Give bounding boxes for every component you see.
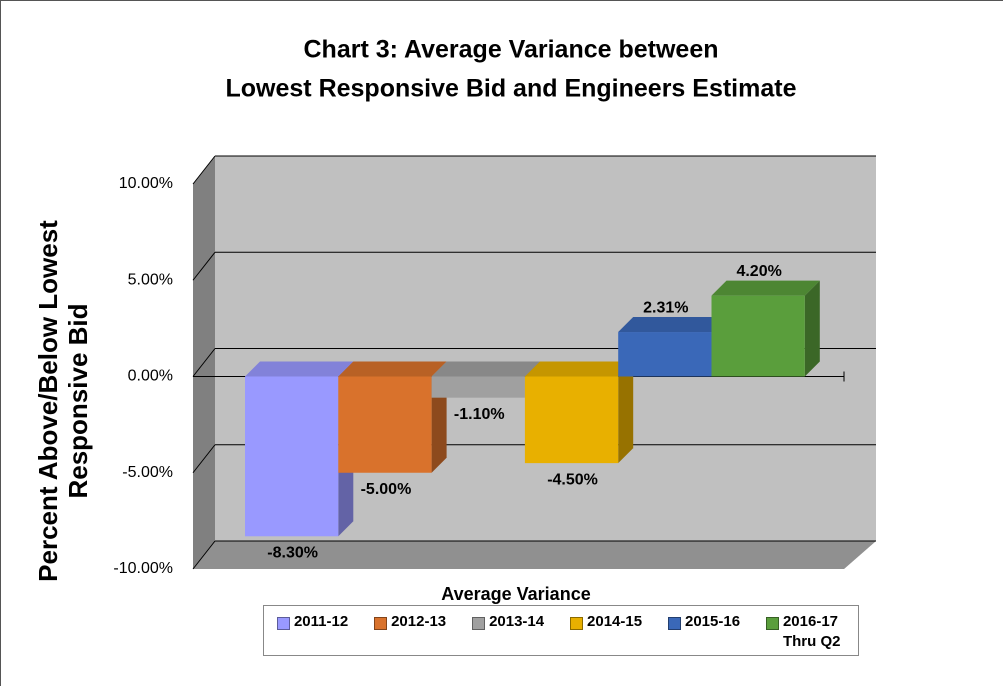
legend-label: 2016-17 Thru Q2: [782, 613, 841, 650]
y-tick-label: 5.00%: [128, 271, 173, 288]
data-label: 2.31%: [643, 299, 688, 316]
chart-title: Lowest Responsive Bid and Engineers Esti…: [226, 75, 797, 103]
bar-top: [431, 361, 540, 377]
bar: [431, 376, 525, 398]
bar-side: [804, 280, 820, 377]
legend-item: 2012-13: [374, 613, 447, 632]
y-tick-label: 10.00%: [119, 175, 173, 192]
legend-label: 2012-13: [391, 613, 447, 630]
legend-swatch: [668, 617, 681, 630]
data-label: 4.20%: [736, 263, 781, 280]
y-tick-label: -10.00%: [113, 560, 173, 577]
legend-swatch: [374, 617, 388, 630]
grid-line: [192, 444, 216, 474]
legend-swatch: [276, 617, 290, 630]
bar: [245, 376, 339, 537]
legend-label: 2014-15: [587, 613, 643, 630]
grid-line: [192, 251, 216, 281]
data-label: -8.30%: [267, 544, 318, 561]
y-tick-label: -5.00%: [122, 464, 173, 481]
legend-item: 2016-17 Thru Q2: [765, 613, 845, 652]
x-tick-label: Average Variance: [441, 584, 590, 604]
data-label: -1.10%: [454, 406, 505, 423]
bar-top: [245, 361, 354, 377]
bar: [711, 295, 805, 377]
legend: 2011-12 2012-13 2013-14 2014-15 2015-16 2016-…: [263, 605, 859, 656]
floor: [193, 541, 876, 569]
legend-swatch: [472, 617, 486, 630]
grid-line: [192, 348, 216, 377]
legend-item: 2011-12: [276, 613, 349, 632]
y-tick-label: 0.00%: [128, 368, 173, 385]
legend-swatch: [765, 617, 779, 630]
y-axis-title: Percent Above/Below Lowest Responsive Bi…: [33, 220, 93, 582]
legend-item: 2013-14: [472, 613, 545, 632]
bar-top: [618, 317, 727, 333]
bar: [338, 376, 432, 473]
legend-label: 2011-12: [293, 613, 349, 630]
grid-line: [192, 155, 216, 185]
chart-title: Chart 3: Average Variance between: [304, 36, 719, 64]
bar-top: [711, 280, 820, 296]
bar-side: [618, 361, 634, 464]
bar-top: [338, 361, 447, 377]
legend-label: 2013-14: [489, 613, 545, 630]
data-label: -4.50%: [547, 471, 598, 488]
grid-line: [192, 540, 216, 570]
bar-top: [524, 361, 634, 377]
bar: [524, 376, 619, 464]
legend-swatch: [570, 617, 584, 630]
bar: [618, 332, 712, 377]
legend-label: 2015-16: [685, 613, 741, 630]
data-label: -5.00%: [361, 481, 412, 498]
legend-item: 2015-16: [668, 613, 741, 632]
legend-item: 2014-15: [570, 613, 643, 632]
